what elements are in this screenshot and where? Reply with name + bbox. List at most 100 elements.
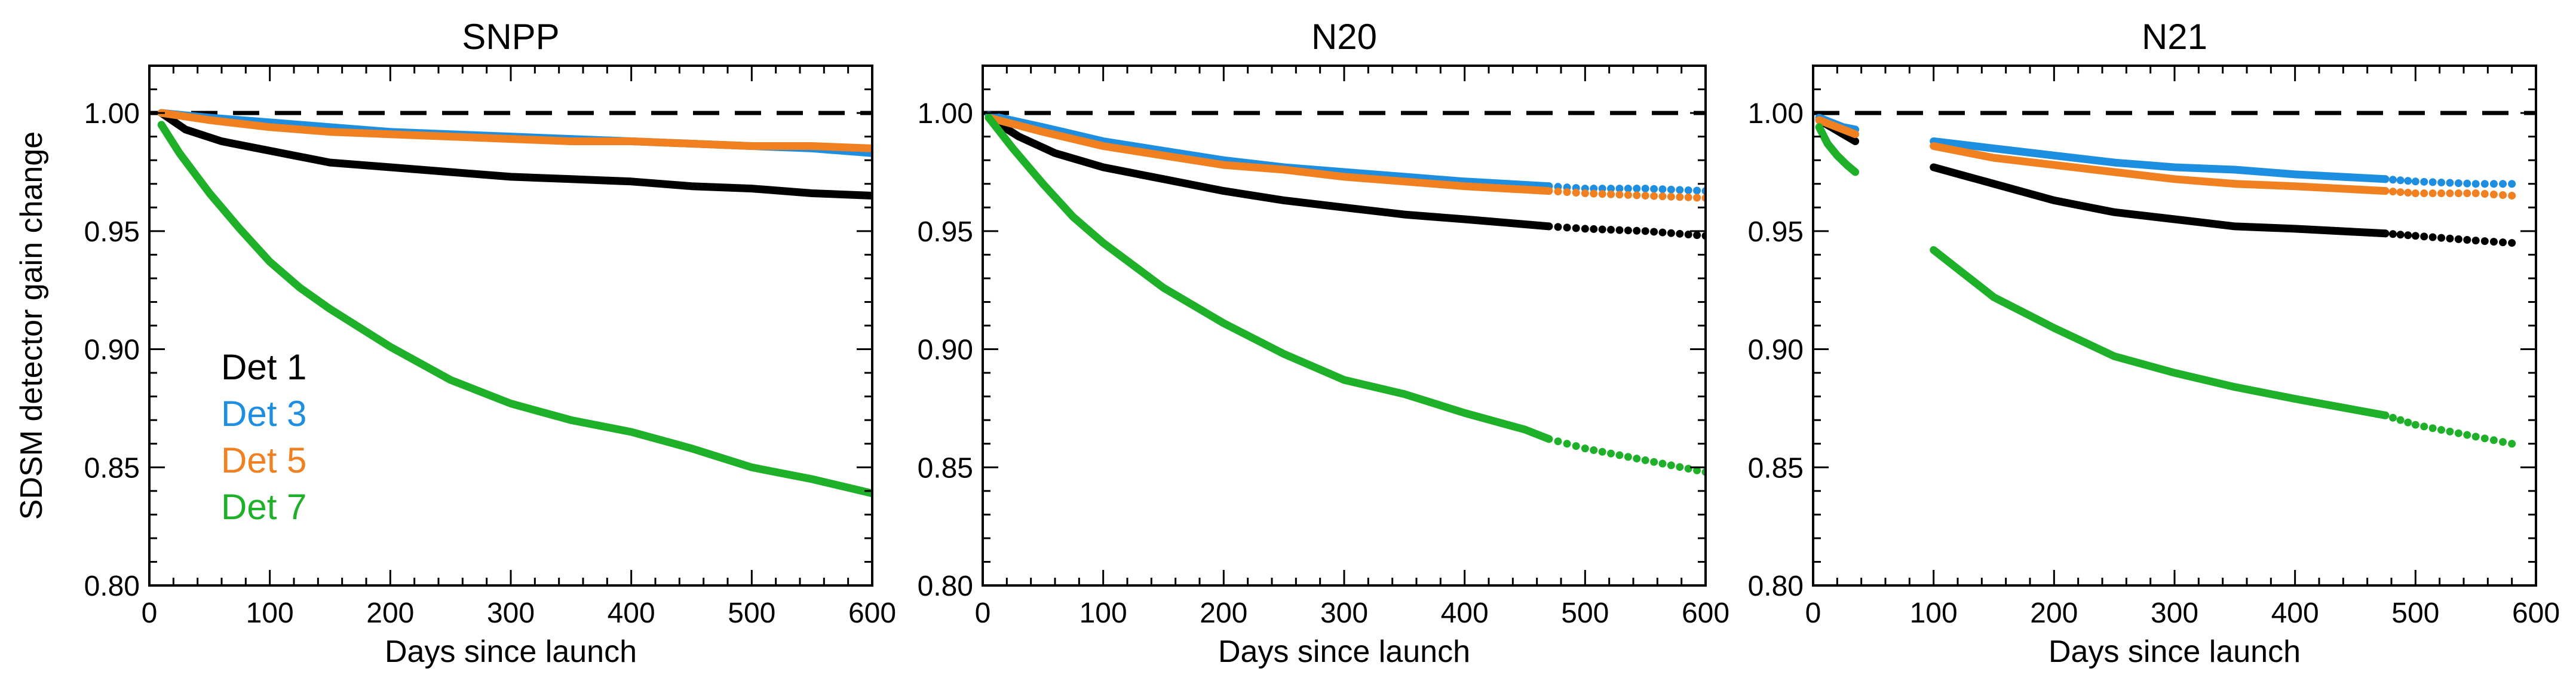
data-point	[2381, 187, 2390, 195]
data-point	[2411, 232, 2419, 240]
data-point	[1598, 225, 1606, 234]
data-point	[2454, 429, 2462, 437]
data-point	[2463, 179, 2471, 188]
data-point	[1607, 449, 1615, 458]
legend: Det 1 Det 3 Det 5 Det 7	[221, 347, 306, 527]
data-point	[2499, 438, 2507, 446]
x-tick-label: 0	[975, 597, 991, 629]
y-tick-label: 0.90	[918, 335, 973, 366]
data-point	[2428, 178, 2437, 186]
data-point	[1658, 228, 1667, 237]
series-det-7-dotted	[2381, 411, 2516, 448]
x-tick-label: 100	[246, 597, 294, 629]
data-point	[2411, 189, 2419, 198]
data-point	[2489, 238, 2498, 246]
series-det-1	[985, 114, 1553, 231]
data-point	[2446, 234, 2454, 243]
data-series	[1815, 114, 2516, 448]
data-point	[1615, 226, 1624, 234]
data-point	[2489, 180, 2498, 188]
data-point	[2396, 416, 2405, 424]
data-point	[2389, 188, 2397, 196]
y-tick-label: 0.80	[918, 571, 973, 602]
data-point	[1545, 435, 1553, 443]
data-point	[2404, 177, 2412, 185]
data-point	[1624, 185, 1632, 193]
panel-n21: N21 0 100 200 300 400 500 600 0.80 0.85 0.90 0.95 1.…	[1748, 17, 2560, 669]
y-tick-label: 0.85	[1748, 452, 1804, 484]
data-point	[2454, 179, 2462, 188]
data-point	[2446, 179, 2454, 187]
y-tick-label: 0.85	[84, 452, 140, 484]
x-tick-label: 200	[2030, 597, 2078, 629]
data-point	[1563, 223, 1571, 232]
data-point	[2428, 233, 2437, 241]
y-tick-label: 0.95	[84, 216, 140, 248]
data-point	[1684, 186, 1692, 194]
data-point	[1590, 446, 1598, 454]
data-point	[1590, 189, 1598, 198]
x-tick-label: 400	[1441, 597, 1489, 629]
legend-entry-det-3: Det 3	[221, 394, 306, 434]
data-point	[1676, 229, 1684, 238]
data-point	[2411, 177, 2419, 186]
data-series	[157, 109, 872, 498]
data-point	[1667, 461, 1675, 470]
data-point	[1641, 456, 1649, 464]
data-point	[1641, 192, 1649, 200]
series-det-1-dotted	[2381, 229, 2516, 247]
data-point	[2463, 431, 2471, 439]
x-tick-label: 500	[728, 597, 775, 629]
x-tick-label: 200	[1200, 597, 1247, 629]
y-tick-label: 0.80	[84, 571, 140, 602]
panel-title: SNPP	[462, 17, 559, 57]
series-det-7	[985, 114, 1553, 443]
data-point	[1658, 192, 1667, 201]
data-point	[2499, 238, 2507, 247]
data-point	[2404, 189, 2412, 197]
x-axis-label: Days since launch	[1218, 634, 1470, 669]
data-point	[1581, 225, 1589, 233]
x-tick-label: 0	[142, 597, 158, 629]
data-point	[2454, 235, 2462, 243]
panel-snpp: SNPP 0 100 200 300 400 500 600 0.80 0.85 0.90 0.95 1…	[14, 17, 896, 669]
data-point	[2428, 189, 2437, 198]
series-det-3	[985, 111, 1553, 191]
data-point	[2463, 189, 2471, 198]
series-det-1	[157, 109, 872, 200]
data-point	[1590, 225, 1598, 233]
data-point	[2420, 189, 2428, 198]
data-point	[2480, 434, 2489, 443]
x-tick-label: 0	[1805, 597, 1821, 629]
data-point	[1658, 185, 1667, 194]
y-tick-label: 0.95	[918, 216, 973, 248]
data-point	[2471, 433, 2480, 441]
panel-title: N21	[2142, 17, 2207, 57]
data-point	[2499, 180, 2507, 188]
data-point	[1667, 192, 1675, 201]
data-point	[2437, 178, 2446, 186]
data-point	[1607, 226, 1615, 234]
legend-entry-det-1: Det 1	[221, 347, 306, 387]
y-tick-label: 0.95	[1748, 216, 1804, 248]
data-point	[2389, 176, 2397, 184]
series-det-3-dotted	[2381, 175, 2516, 188]
data-point	[1667, 229, 1675, 237]
data-point	[2471, 180, 2480, 188]
data-point	[2471, 189, 2480, 198]
data-point	[1598, 447, 1606, 456]
data-point	[2411, 421, 2419, 429]
series-det-7	[1815, 123, 2390, 419]
data-point	[2420, 422, 2428, 431]
data-point	[1572, 224, 1580, 232]
data-point	[2454, 189, 2462, 198]
data-point	[2396, 176, 2405, 185]
x-axis-label: Days since launch	[2048, 634, 2301, 669]
data-point	[2508, 239, 2516, 247]
x-tick-label: 200	[366, 597, 414, 629]
data-point	[1633, 185, 1641, 193]
data-point	[1624, 191, 1632, 199]
data-series	[985, 111, 1706, 476]
x-tick-label: 500	[2391, 597, 2439, 629]
data-point	[2420, 232, 2428, 241]
